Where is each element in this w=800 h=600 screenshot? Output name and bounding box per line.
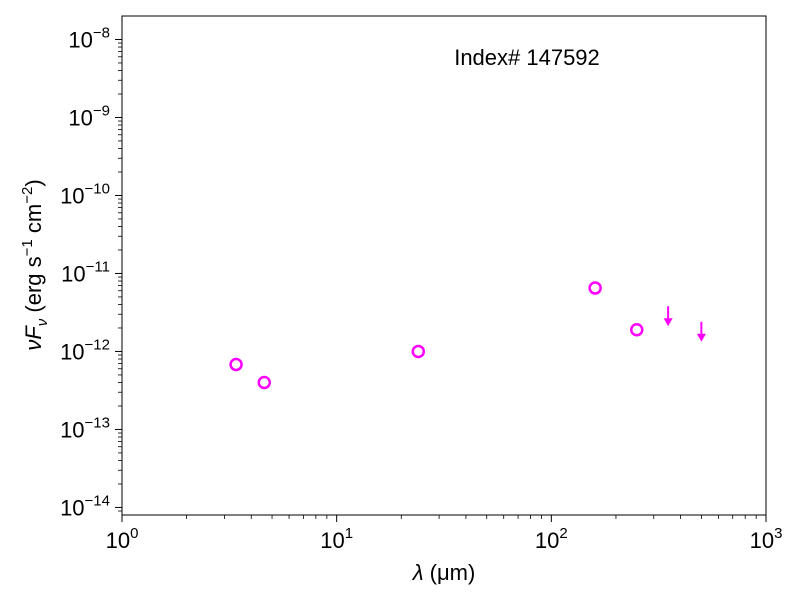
data-point bbox=[229, 357, 243, 372]
index-annotation: Index# 147592 bbox=[454, 45, 600, 70]
y-tick-label: 10−8 bbox=[68, 24, 110, 52]
y-tick-label: 10−9 bbox=[68, 102, 110, 130]
y-axis-label: νFν (erg s−1 cm−2) bbox=[19, 179, 51, 350]
y-tick-label: 10−10 bbox=[60, 180, 110, 208]
data-point bbox=[411, 344, 426, 359]
y-axis-ticks: 10−14 10−13 10−12 10−11 10−10 10−9 10−8 bbox=[60, 24, 122, 520]
upper-limit-head bbox=[663, 318, 673, 327]
data-point bbox=[588, 281, 602, 295]
plot-area bbox=[121, 15, 767, 516]
upper-limit-arrow bbox=[663, 306, 673, 327]
y-tick-label: 10−11 bbox=[61, 258, 110, 286]
upper-limit-head bbox=[696, 333, 706, 342]
x-axis-ticks: 100 101 102 103 bbox=[106, 515, 783, 553]
data-point bbox=[630, 322, 644, 337]
data-point bbox=[257, 375, 272, 390]
x-tick-label: 103 bbox=[750, 525, 783, 553]
x-tick-label: 102 bbox=[535, 525, 568, 553]
y-tick-label: 10−13 bbox=[60, 414, 110, 442]
upper-limit-arrow bbox=[696, 321, 706, 342]
y-tick-label: 10−14 bbox=[60, 492, 110, 520]
y-tick-label: 10−12 bbox=[60, 336, 110, 364]
x-axis-label: λ (μm) bbox=[412, 560, 476, 585]
x-tick-label: 100 bbox=[106, 525, 139, 553]
data-markers bbox=[229, 281, 706, 390]
x-tick-label: 101 bbox=[320, 525, 353, 553]
